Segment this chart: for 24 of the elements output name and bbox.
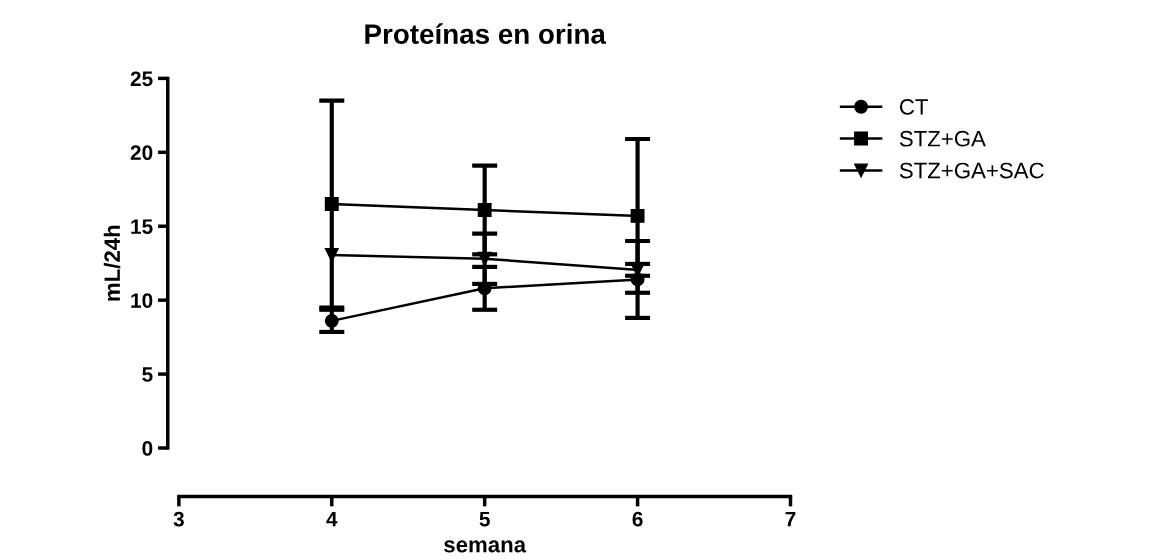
point bbox=[630, 272, 645, 287]
legend-label: STZ+GA+SAC bbox=[899, 162, 1044, 179]
y-tick-label: 10 bbox=[131, 293, 153, 308]
x-tick-label: 5 bbox=[479, 511, 490, 527]
point bbox=[630, 208, 645, 223]
y-tick-label: 20 bbox=[130, 145, 153, 161]
x-tick-label: 4 bbox=[326, 511, 338, 527]
x-tick-label: 6 bbox=[632, 511, 643, 527]
x-axis-title: semana bbox=[444, 540, 527, 553]
y-tick-label: 25 bbox=[130, 71, 153, 87]
y-axis-title: mL/24h bbox=[103, 225, 121, 301]
legend-label: CT bbox=[899, 98, 928, 115]
chart-title: Proteínas en orina bbox=[365, 23, 607, 44]
y-tick-label: 0 bbox=[142, 441, 153, 456]
point bbox=[324, 197, 339, 212]
legend-label: STZ+GA bbox=[899, 130, 986, 147]
y-tick-label: 15 bbox=[131, 219, 153, 234]
point bbox=[477, 251, 492, 266]
point bbox=[477, 281, 492, 296]
point bbox=[324, 313, 339, 328]
y-tick-label: 5 bbox=[142, 367, 153, 382]
x-tick-label: 7 bbox=[785, 511, 796, 527]
point bbox=[477, 203, 492, 217]
x-tick-label: 3 bbox=[173, 511, 184, 527]
